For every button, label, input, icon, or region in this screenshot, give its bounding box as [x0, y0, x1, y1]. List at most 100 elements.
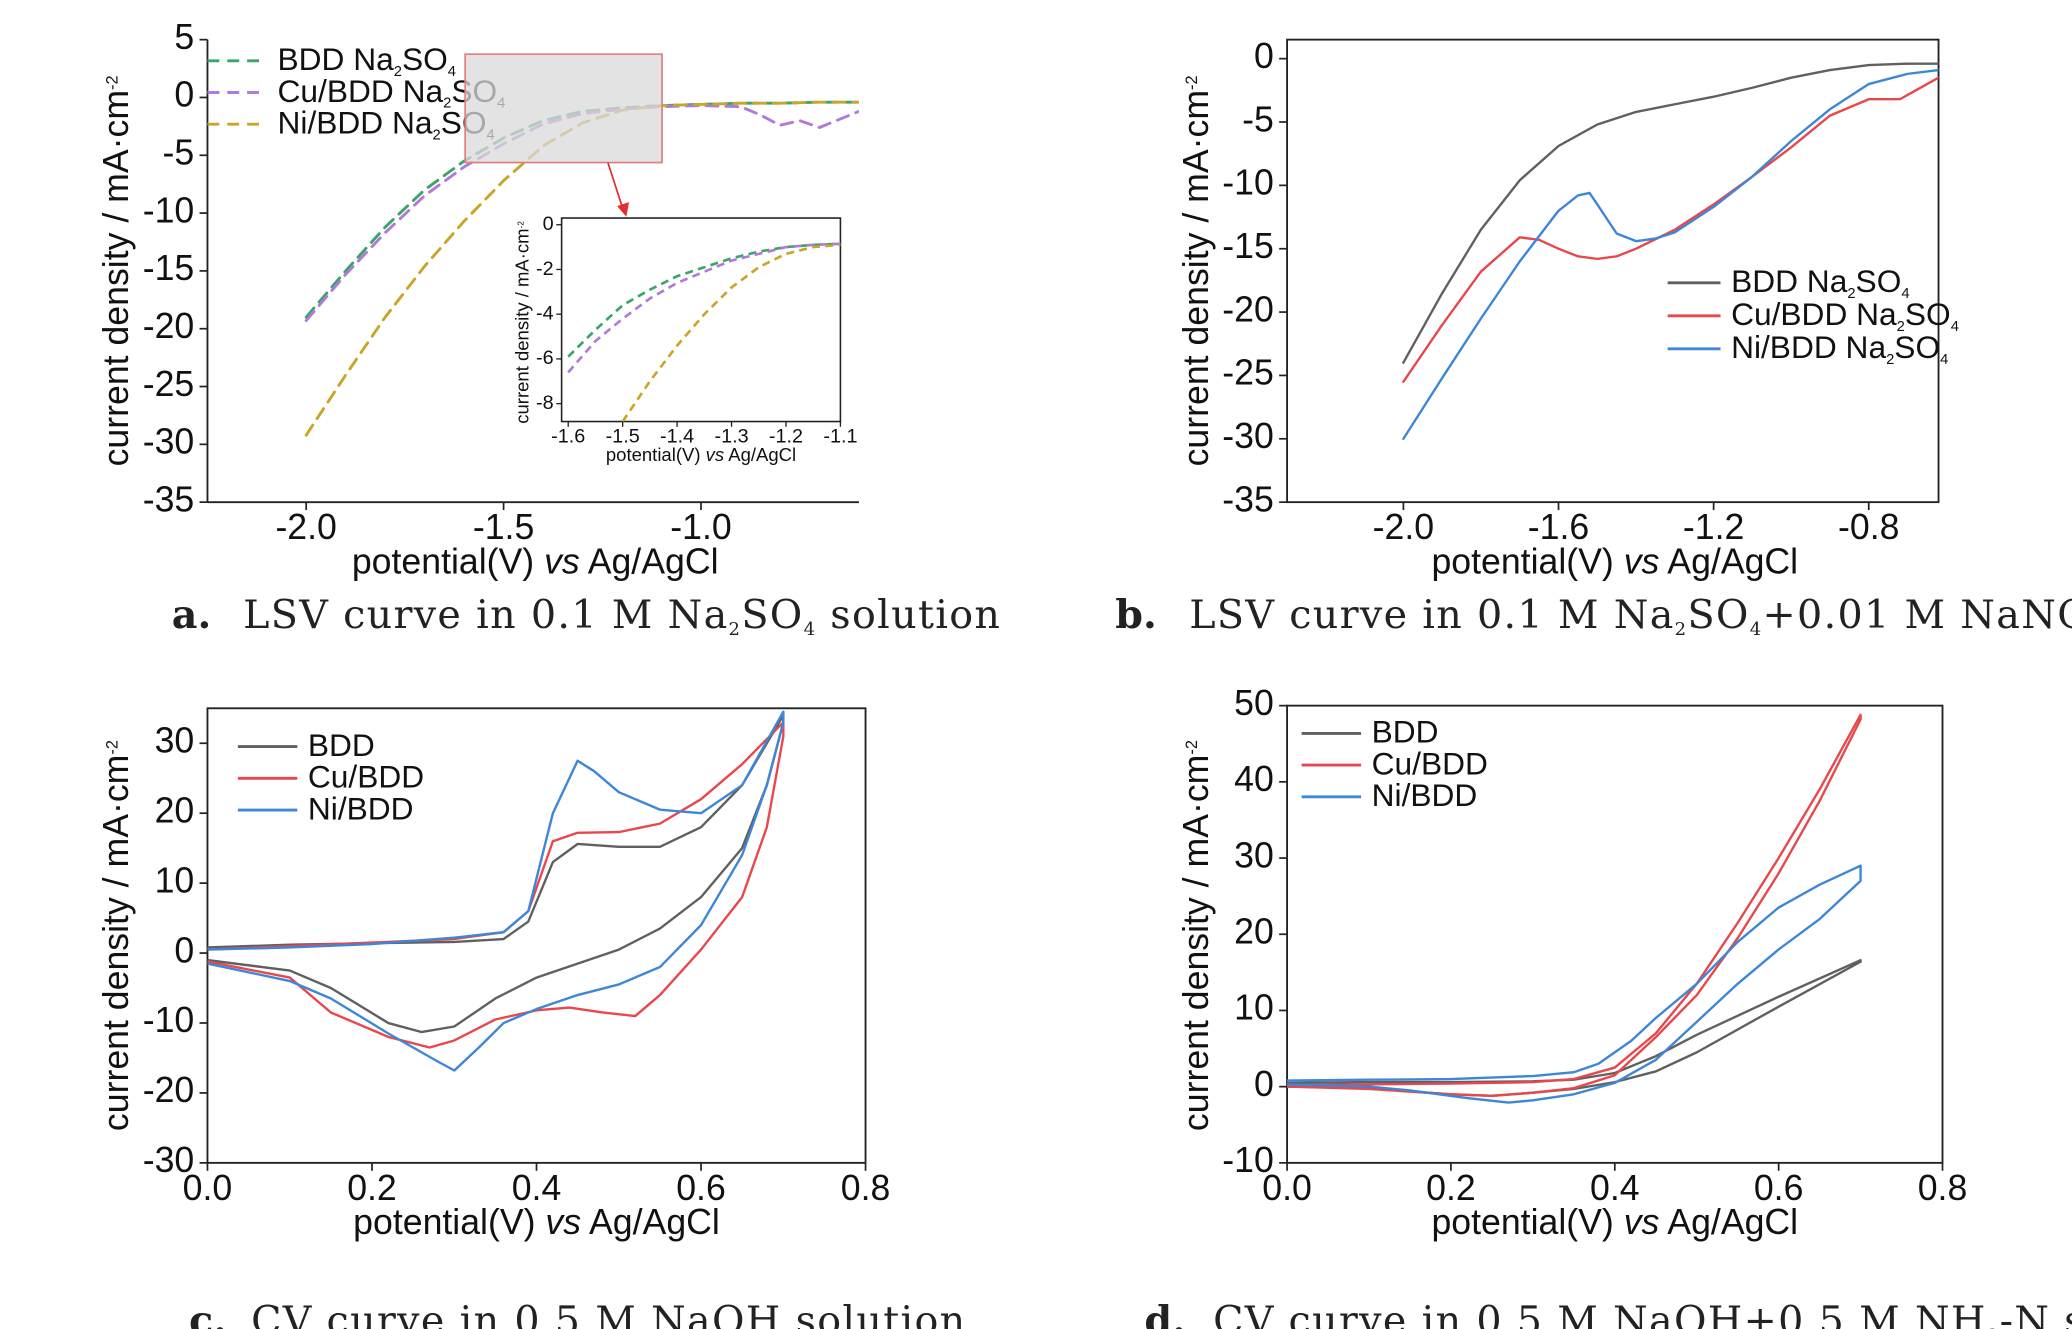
y-axis-label: current density / mA·cm-2​: [96, 740, 136, 1131]
series-group: [207, 710, 785, 1072]
x-tick-label: 0.4: [1590, 1168, 1640, 1208]
y-axis-label: current density / mA·cm-2​: [1176, 75, 1216, 466]
x-tick-label: 0.0: [183, 1168, 233, 1208]
y-tick-label: -30: [143, 1140, 195, 1180]
y-tick-label: 10: [1234, 988, 1274, 1028]
y-tick-label: 30: [1234, 835, 1274, 875]
x-axis-label: potential(V) vs Ag/AgCl: [1431, 1202, 1798, 1242]
legend-label-2: Cu/BDD: [1372, 745, 1488, 781]
x-tick-label: 0.0: [1262, 1168, 1312, 1208]
inset-series-line-2: [567, 242, 841, 374]
y-tick-label: 30: [155, 721, 195, 761]
inset-y-tick-label: -2: [536, 258, 554, 280]
caption-text-b: LSV curve in 0.1 M Na2​SO4​+0.01 M NaNO3…: [1189, 592, 2072, 640]
panel-c: 0.0 0.2 0.4 0.6 0.8 30 20 10 0 -10 -20 -30 potential…: [96, 707, 966, 1329]
inset-x-tick-label: -1.4: [660, 426, 694, 448]
x-tick-label: 0.2: [347, 1168, 397, 1208]
y-tick-label: -35: [143, 479, 195, 519]
legend-label-2: Cu/BDD Na2​SO4​: [1731, 296, 1959, 335]
series-line-3: [207, 710, 785, 1072]
y-tick-label: -30: [143, 422, 195, 462]
y-tick-label: -5: [163, 133, 195, 173]
y-tick-label: 50: [1234, 683, 1274, 723]
x-axis-label: potential(V) vs Ag/AgCl: [352, 542, 719, 582]
inset-x-tick-label: -1.3: [714, 426, 748, 448]
x-tick-label: -1.6: [1528, 507, 1589, 547]
legend-label-1: BDD: [308, 727, 375, 763]
inset-x-tick-label: -1.5: [606, 426, 640, 448]
legend-label-1: BDD Na2​SO4​: [278, 41, 457, 80]
x-tick-label: 0.2: [1426, 1168, 1476, 1208]
x-tick-label: 0.8: [841, 1168, 891, 1208]
series-line-2: [304, 104, 859, 323]
y-tick-label: -10: [143, 190, 195, 230]
y-tick-label: 10: [155, 860, 195, 900]
series-group: [1402, 62, 1939, 441]
plot-frame: [206, 707, 867, 1164]
x-tick-label: -0.8: [1838, 507, 1899, 547]
y-tick-label: 0: [174, 75, 194, 115]
y-axis-label: current density / mA·cm-2​: [96, 75, 136, 466]
y-tick-label: 20: [1234, 912, 1274, 952]
caption-letter-c: c.: [189, 1298, 227, 1329]
inset-x-tick-label: -1.1: [823, 426, 857, 448]
caption-text-c: CV curve in 0.5 M NaOH solution: [251, 1298, 966, 1329]
y-tick-label: 5: [174, 17, 194, 57]
x-tick-label: -1.5: [473, 507, 534, 547]
y-tick-label: -25: [1222, 353, 1274, 393]
series-line-1: [1402, 62, 1939, 364]
legend-label-1: BDD: [1372, 714, 1439, 750]
x-tick-label: -1.2: [1683, 507, 1744, 547]
y-tick-label: -20: [1222, 289, 1274, 329]
x-tick-label: -2.0: [275, 507, 336, 547]
legend-label-3: Ni/BDD: [1372, 777, 1478, 813]
series-group: [1287, 713, 1862, 1104]
caption-letter-d: d.: [1144, 1298, 1186, 1329]
series-line-3: [1402, 68, 1939, 441]
plot-frame: [1286, 38, 1940, 504]
inset-frame: [560, 217, 842, 423]
y-tick-label: -20: [143, 306, 195, 346]
x-axis-label: potential(V) vs Ag/AgCl: [1431, 542, 1798, 582]
y-tick-label: -25: [143, 364, 195, 404]
inset-series-group: [567, 242, 841, 422]
inset-y-tick-label: 0: [543, 213, 554, 235]
panel-b: -2.0 -1.6 -1.2 -0.8 0 -5 -10 -15 -20 -25 -30 -35 pot…: [1115, 36, 2072, 640]
series-line-2: [1287, 713, 1862, 1098]
inset-series-line-3: [621, 243, 841, 422]
x-tick-label: 0.6: [1754, 1168, 1804, 1208]
y-tick-label: -5: [1242, 99, 1274, 139]
y-tick-label: -15: [143, 248, 195, 288]
y-tick-label: -30: [1222, 416, 1274, 456]
series-line-1: [1287, 958, 1862, 1098]
y-tick-label: 40: [1234, 759, 1274, 799]
legend-label-3: Ni/BDD: [308, 790, 414, 826]
inset-x-axis-label: potential(V) vs Ag/AgCl: [606, 444, 796, 465]
zoom-arrow-head: [617, 202, 629, 217]
x-tick-label: 0.8: [1918, 1168, 1968, 1208]
y-tick-label: -15: [1222, 226, 1274, 266]
x-tick-label: -1.0: [670, 507, 731, 547]
caption-letter-a: a.: [172, 592, 211, 638]
x-tick-label: 0.4: [512, 1168, 562, 1208]
panel-a: -2.0 -1.5 -1.050-5-10-15-20-25-30-35potent…: [96, 17, 1000, 640]
inset-y-axis-label: current density / mA·cm-2​: [512, 221, 533, 424]
series-line-2: [1402, 76, 1939, 383]
zoom-region-box: [464, 53, 663, 164]
caption-text-d: CV curve in 0.5 M NaOH+0.5 M NH3​-N solu…: [1213, 1298, 2072, 1329]
y-tick-label: 0: [174, 930, 194, 970]
inset-y-tick-label: -6: [536, 347, 554, 369]
series-line-1: [207, 714, 785, 1034]
y-tick-label: 0: [1254, 36, 1274, 76]
legend-label-3: Ni/BDD Na2​SO4​: [278, 104, 495, 143]
inset-y-tick-label: -4: [536, 302, 554, 324]
panel-d: 0.0 0.2 0.4 0.6 0.8 50 40 30 20 10 0 -10 potential(V…: [1144, 683, 2072, 1329]
y-tick-label: 20: [155, 790, 195, 830]
legend-label-2: Cu/BDD: [308, 759, 424, 795]
legend-label-1: BDD Na2​SO4​: [1731, 263, 1909, 302]
x-tick-label: -2.0: [1373, 507, 1434, 547]
inset-x-tick-label: -1.6: [551, 426, 585, 448]
caption-letter-b: b.: [1115, 592, 1157, 638]
x-tick-label: 0.6: [676, 1168, 726, 1208]
